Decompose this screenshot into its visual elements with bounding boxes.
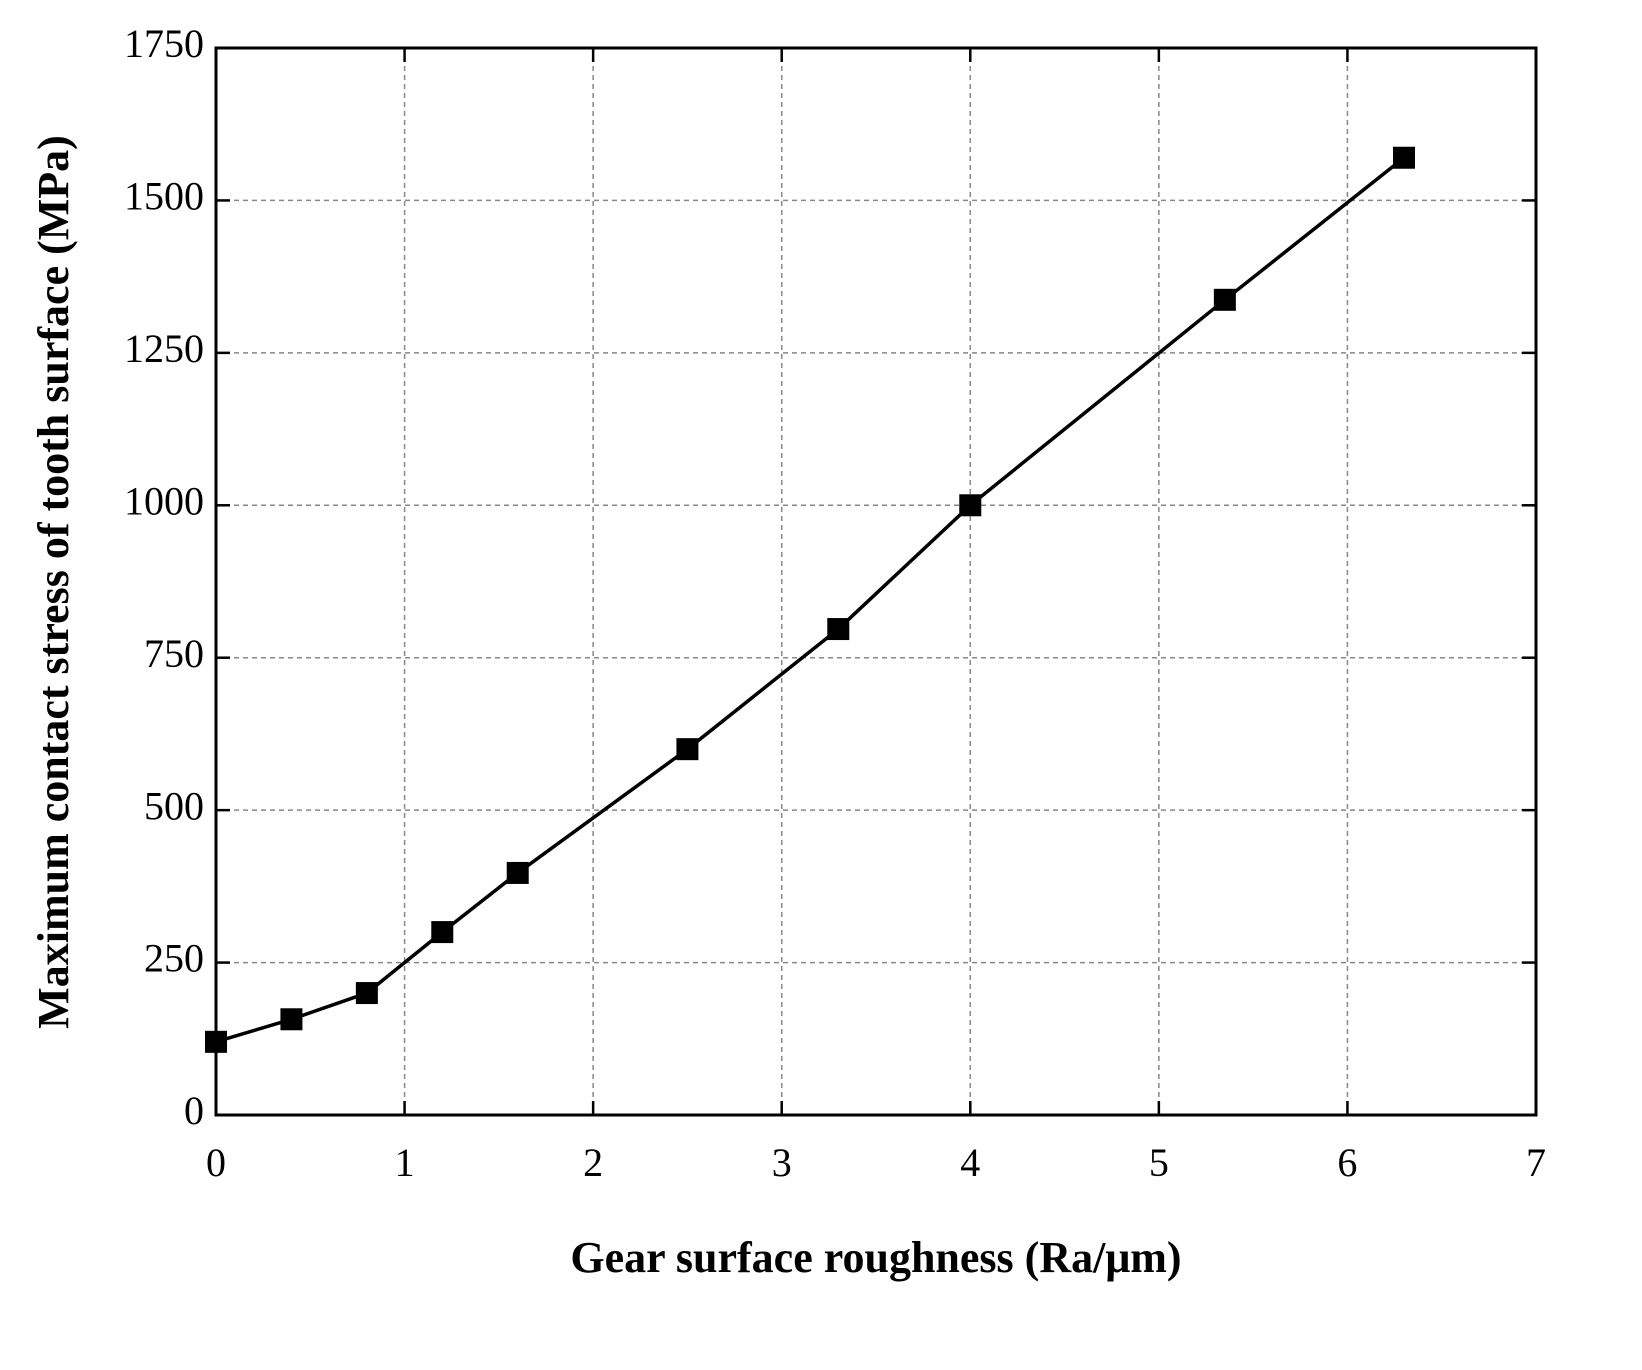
data-marker bbox=[205, 1030, 227, 1053]
data-marker bbox=[1213, 288, 1236, 311]
y-tick-label: 1750 bbox=[124, 21, 204, 66]
x-tick-label: 5 bbox=[1149, 1140, 1169, 1185]
plot-frame bbox=[214, 46, 1538, 1117]
y-tick-label: 0 bbox=[184, 1088, 204, 1133]
x-tick-label: 3 bbox=[772, 1140, 792, 1185]
y-axis-title: Maximum contact stress of tooth surface … bbox=[29, 135, 78, 1029]
y-tick-label: 250 bbox=[144, 936, 204, 981]
data-marker bbox=[827, 618, 850, 641]
x-axis-title: Gear surface roughness (Ra/μm) bbox=[570, 1233, 1181, 1282]
y-tick-label: 500 bbox=[144, 783, 204, 828]
x-tick-label: 4 bbox=[960, 1140, 980, 1185]
x-tick-label: 0 bbox=[206, 1140, 226, 1185]
data-marker bbox=[1393, 146, 1415, 169]
y-tick-label: 1500 bbox=[124, 174, 204, 219]
data-marker bbox=[676, 738, 699, 761]
data-marker bbox=[355, 982, 378, 1005]
y-tick-label: 750 bbox=[144, 631, 204, 676]
x-tick-label: 6 bbox=[1337, 1140, 1357, 1185]
y-tick-label: 1250 bbox=[124, 326, 204, 371]
data-marker bbox=[959, 494, 982, 517]
data-marker bbox=[506, 861, 529, 884]
x-tick-label: 7 bbox=[1526, 1140, 1546, 1185]
data-marker bbox=[280, 1008, 303, 1031]
data-line bbox=[215, 156, 1406, 1044]
x-tick-label: 1 bbox=[395, 1140, 415, 1185]
data-marker bbox=[431, 921, 454, 944]
x-tick-label: 2 bbox=[583, 1140, 603, 1185]
y-tick-label: 1000 bbox=[124, 478, 204, 523]
